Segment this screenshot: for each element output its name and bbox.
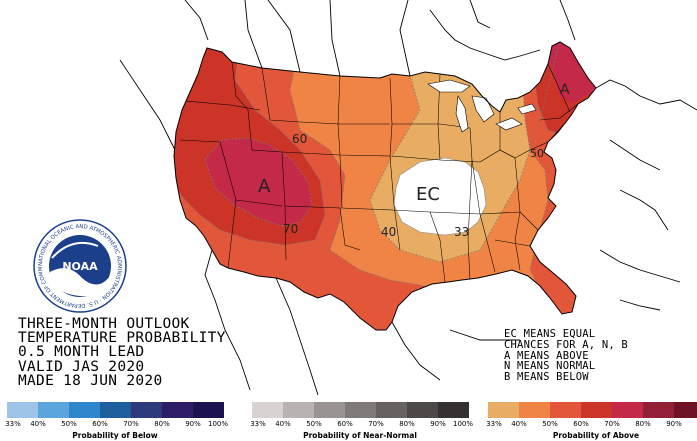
scale-swatch [581, 402, 612, 418]
noaa-logo: NOAA NATIONAL OCEANIC AND ATMOSPHERIC AD… [0, 0, 127, 313]
scale-swatch [345, 402, 376, 418]
scale-swatch [193, 402, 224, 418]
scale-swatch [488, 402, 519, 418]
scale-swatch [69, 402, 100, 418]
scale-swatch [314, 402, 345, 418]
scale-tick-label: 80% [154, 420, 170, 428]
scale-tick-label: 60% [92, 420, 108, 428]
scale-tick-label: 33% [5, 420, 21, 428]
title-line: TEMPERATURE PROBABILITY [18, 330, 226, 347]
contour-label-40: 40 [381, 225, 396, 239]
background-boundaries [119, 0, 697, 396]
title-line: THREE-MONTH OUTLOOK [18, 316, 190, 332]
scale-swatch [376, 402, 407, 418]
scale-tick-label: 50% [306, 420, 322, 428]
scale-tick-label: 40% [30, 420, 46, 428]
note-line: N MEANS NORMAL [504, 360, 596, 373]
equal-chances-area [393, 157, 487, 236]
scale-swatch [7, 402, 38, 418]
scale-swatches [252, 402, 469, 418]
scale-tick-label: 40% [275, 420, 291, 428]
scale-swatch [38, 402, 69, 418]
above-label-northeast: A [560, 82, 570, 98]
scale-swatch [643, 402, 674, 418]
scale-swatch [162, 402, 193, 418]
scale-tick-label: 90% [430, 420, 446, 428]
great-lakes [427, 79, 537, 133]
scale-tick-label: 100% [452, 420, 474, 428]
scale-tick-label: 80% [635, 420, 651, 428]
scale-tick-label: 60% [337, 420, 353, 428]
scale-swatch [252, 402, 283, 418]
scale-swatch [100, 402, 131, 418]
scale-title: Probability of Above [552, 431, 640, 440]
scale-tick-label: 70% [123, 420, 139, 428]
title-line: MADE 18 JUN 2020 [18, 372, 163, 389]
title-line: 0.5 MONTH LEAD [18, 344, 145, 361]
note-line: A MEANS ABOVE [504, 349, 589, 362]
scale-swatch [550, 402, 581, 418]
note-line: B MEANS BELOW [504, 371, 589, 384]
title-line: VALID JAS 2020 [18, 358, 145, 375]
scale-tick-label: 90% [666, 420, 682, 428]
ec-label: EC [416, 184, 440, 205]
scale-swatch [438, 402, 469, 418]
contour-label-33: 33 [454, 225, 469, 239]
scale-swatches [488, 402, 697, 418]
outlook-title-block: THREE-MONTH OUTLOOK TEMPERATURE PROBABILI… [18, 316, 226, 389]
note-line: EC MEANS EQUAL [504, 328, 596, 340]
note-line: CHANCES FOR A, N, B [504, 338, 628, 351]
scale-tick-label: 80% [399, 420, 415, 428]
scale-swatches [7, 402, 224, 418]
scale-swatch [519, 402, 550, 418]
scale-tick-label: 70% [368, 420, 384, 428]
contour-label-70: 70 [283, 222, 298, 236]
scale-title: Probability of Near-Normal [303, 431, 417, 440]
scale-swatch [131, 402, 162, 418]
scale-tick-label: 33% [486, 420, 502, 428]
scale-title: Probability of Below [72, 431, 158, 440]
scale-swatch [674, 402, 697, 418]
scale-swatch [407, 402, 438, 418]
scale-tick-label: 33% [250, 420, 266, 428]
scale-tick-label: 70% [604, 420, 620, 428]
contour-label-50: 50 [530, 147, 544, 160]
scale-swatch [612, 402, 643, 418]
above-label-west: A [258, 176, 271, 197]
scale-tick-label: 60% [573, 420, 589, 428]
scale-tick-label: 100% [207, 420, 229, 428]
scale-tick-label: 50% [61, 420, 77, 428]
scale-swatch [283, 402, 314, 418]
contour-label-60: 60 [292, 132, 307, 146]
scale-tick-label: 50% [542, 420, 558, 428]
scale-tick-label: 90% [185, 420, 201, 428]
noaa-logo-text: NOAA [62, 260, 98, 273]
scale-tick-label: 40% [511, 420, 527, 428]
